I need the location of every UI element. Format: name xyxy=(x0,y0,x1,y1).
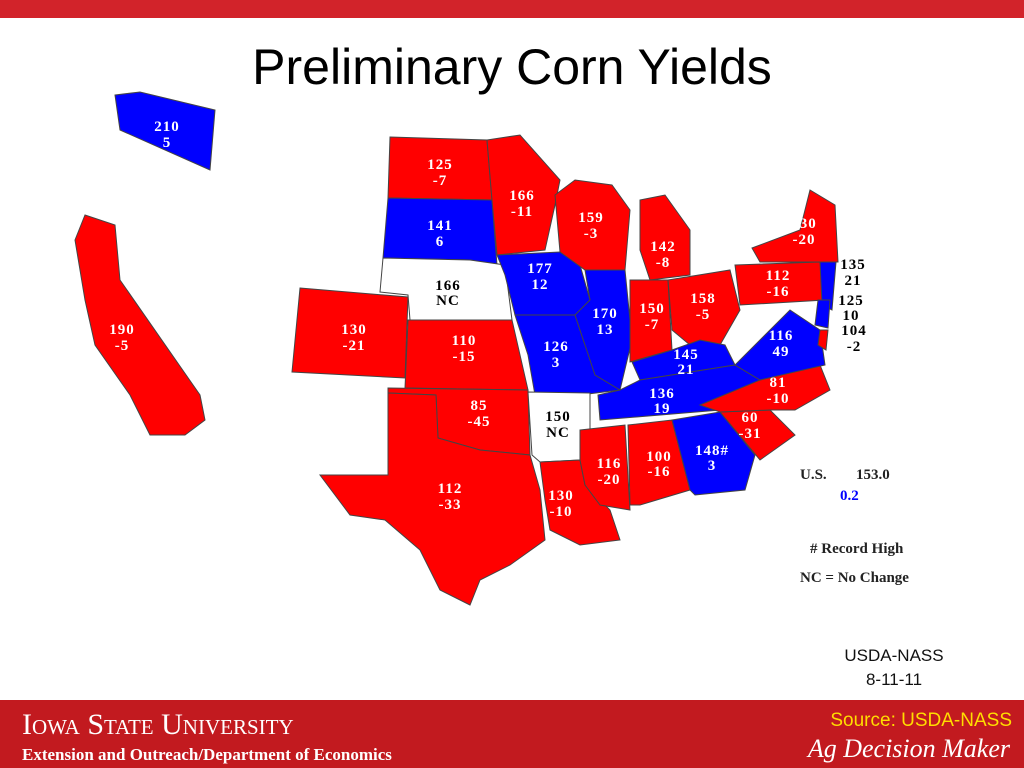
slide-title: Preliminary Corn Yields xyxy=(252,39,772,95)
yield-label: 112 xyxy=(438,481,463,497)
footer-bar xyxy=(0,700,1024,768)
state xyxy=(114,91,216,171)
change-label: 12 xyxy=(532,277,549,293)
yield-label: 125 xyxy=(427,157,453,173)
state xyxy=(819,261,837,311)
change-label: 21 xyxy=(845,273,862,289)
change-label: -10 xyxy=(550,504,573,520)
change-label: 10 xyxy=(843,308,860,324)
change-label: 19 xyxy=(654,401,671,417)
state xyxy=(817,329,829,351)
change-label: 3 xyxy=(552,355,561,371)
state xyxy=(574,269,633,391)
yield-label: 126 xyxy=(543,339,569,355)
department: Extension and Outreach/Department of Eco… xyxy=(22,745,392,764)
yield-label: 141 xyxy=(427,218,453,234)
change-label: -16 xyxy=(648,464,671,480)
yield-label: 177 xyxy=(527,261,553,277)
legend: U.S. 153.0 0.2 # Record High NC = No Cha… xyxy=(800,467,944,689)
yield-label: 210 xyxy=(154,119,180,135)
brand: Ag Decision Maker xyxy=(806,734,1011,763)
change-label: 13 xyxy=(597,322,614,338)
change-label: -8 xyxy=(656,255,671,271)
university-name: Iowa State University xyxy=(22,708,294,741)
yield-label: 110 xyxy=(452,333,477,349)
yield-label: 60 xyxy=(742,410,759,426)
change-label: -10 xyxy=(767,391,790,407)
source: Source: USDA-NASS xyxy=(830,710,1012,731)
change-label: 49 xyxy=(773,344,790,360)
yield-label: 125 xyxy=(838,293,864,309)
yield-label: 150 xyxy=(639,301,665,317)
yield-label: 85 xyxy=(471,398,488,414)
yield-label: 130 xyxy=(341,322,367,338)
yield-label: 190 xyxy=(109,322,135,338)
yield-label: 159 xyxy=(578,210,604,226)
state xyxy=(579,424,631,511)
yield-label: 135 xyxy=(840,257,866,273)
state xyxy=(751,189,839,263)
top-bar xyxy=(0,0,1024,18)
change-label: NC xyxy=(436,293,460,309)
change-label: -11 xyxy=(511,204,533,220)
change-label: -7 xyxy=(433,173,448,189)
yield-label: 148# xyxy=(695,443,729,459)
yield-label: 136 xyxy=(649,386,675,402)
change-label: 6 xyxy=(436,234,445,250)
change-label: -31 xyxy=(739,426,762,442)
change-label: -21 xyxy=(343,338,366,354)
change-label: -5 xyxy=(115,338,130,354)
yield-label: 130 xyxy=(791,216,817,232)
change-label: 21 xyxy=(678,362,695,378)
yield-label: 145 xyxy=(673,347,699,363)
state xyxy=(627,419,691,506)
legend-entry: NC = No Change xyxy=(800,570,909,586)
change-label: NC xyxy=(546,425,570,441)
state xyxy=(814,299,831,329)
state xyxy=(74,214,206,436)
map xyxy=(74,91,839,606)
yield-label: 104 xyxy=(841,323,867,339)
yield-label: 130 xyxy=(548,488,574,504)
yield-label: 150 xyxy=(545,409,571,425)
state xyxy=(319,392,546,606)
yield-label: 158 xyxy=(690,291,716,307)
yield-label: 170 xyxy=(592,306,618,322)
change-label: 5 xyxy=(163,135,172,151)
yield-label: 116 xyxy=(769,328,794,344)
change-label: -3 xyxy=(584,226,599,242)
yield-label: 166 xyxy=(509,188,535,204)
change-label: -15 xyxy=(453,349,476,365)
change-label: -33 xyxy=(439,497,462,513)
change-label: -7 xyxy=(645,317,660,333)
yield-label: 112 xyxy=(766,268,791,284)
change-label: -20 xyxy=(598,472,621,488)
yield-label: 166 xyxy=(435,278,461,294)
yield-label: 116 xyxy=(597,456,622,472)
us-yield: 153.0 xyxy=(856,467,890,483)
state xyxy=(554,179,631,271)
change-label: -20 xyxy=(793,232,816,248)
change-label: 3 xyxy=(708,458,717,474)
yield-label: 81 xyxy=(770,375,787,391)
state xyxy=(639,194,691,281)
yield-label: 100 xyxy=(646,449,672,465)
source-date: 8-11-11 xyxy=(866,670,922,689)
state xyxy=(486,134,561,256)
change-label: -5 xyxy=(696,307,711,323)
legend-entry: # Record High xyxy=(810,541,904,557)
yield-label: 142 xyxy=(650,239,676,255)
source-agency: USDA-NASS xyxy=(844,646,943,665)
us-change: 0.2 xyxy=(840,488,859,504)
change-label: -16 xyxy=(767,284,790,300)
us-label: U.S. xyxy=(800,467,827,483)
change-label: -2 xyxy=(847,339,862,355)
change-label: -45 xyxy=(468,414,491,430)
